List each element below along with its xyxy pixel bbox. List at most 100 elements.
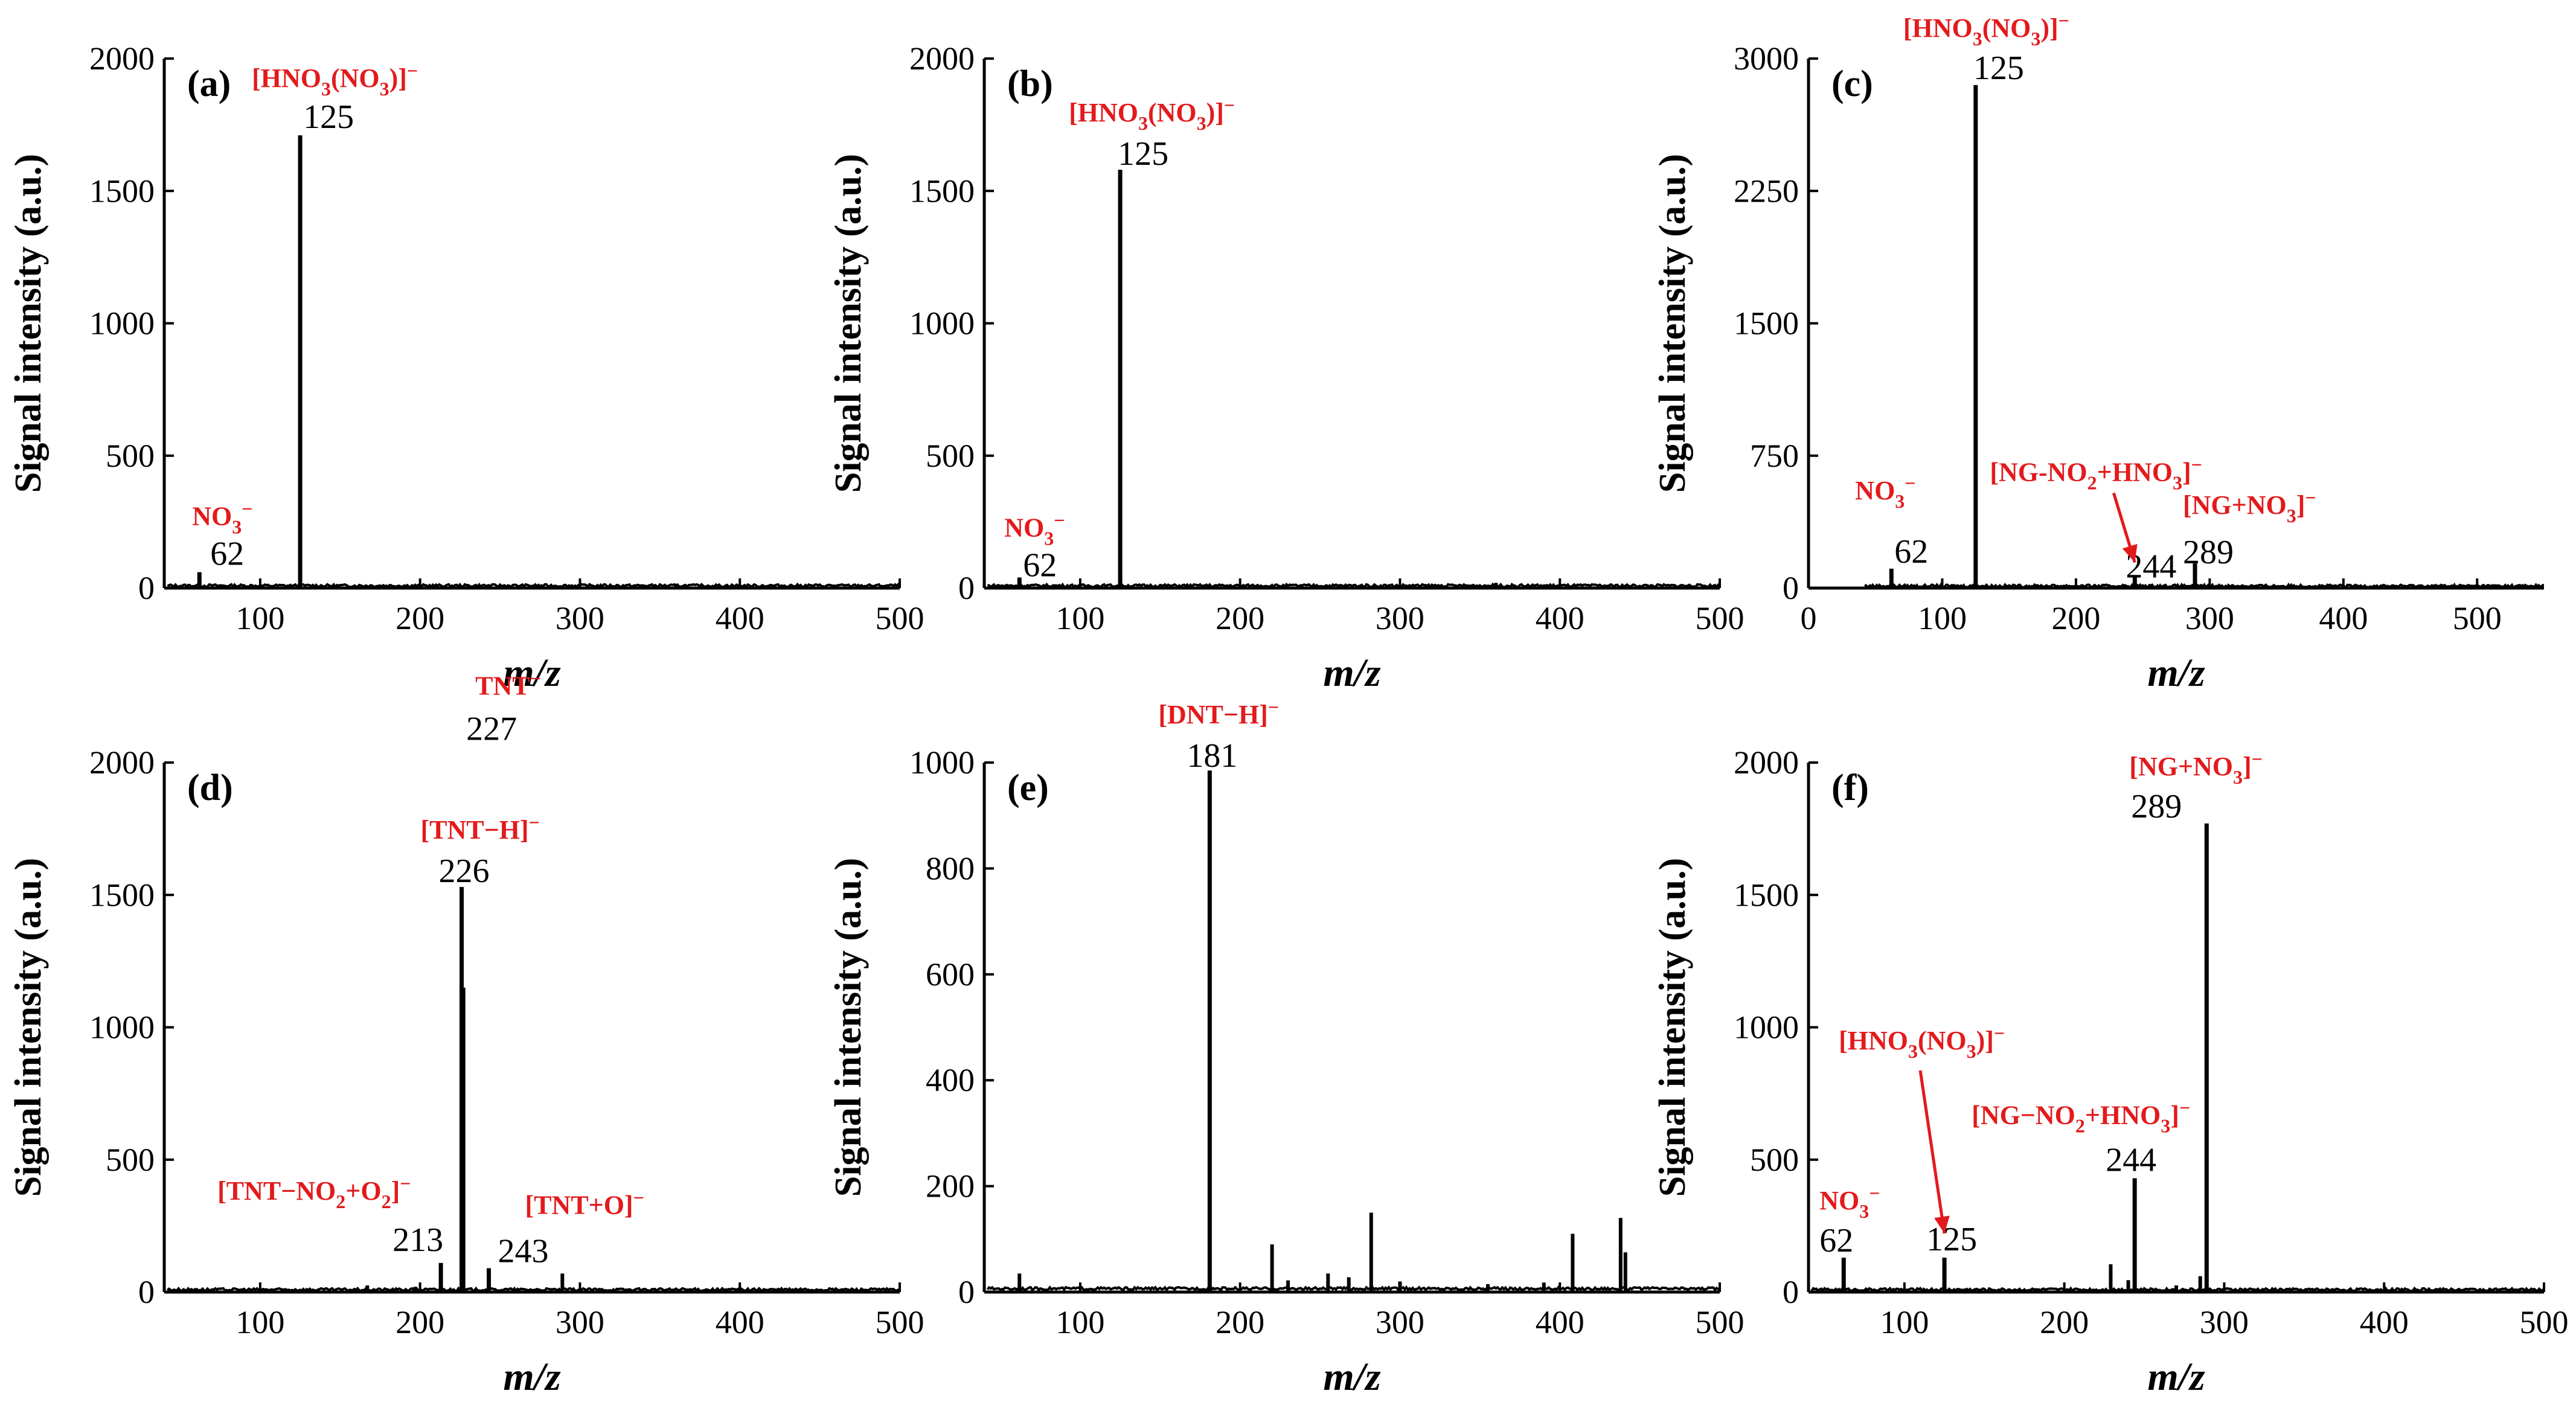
x-tick-label: 400 [716, 600, 764, 636]
x-tick-label: 200 [396, 600, 444, 636]
panel-label: (b) [1007, 63, 1053, 104]
spectrum-baseline [987, 582, 1721, 589]
y-tick-label: 1500 [1734, 306, 1799, 342]
peak-mz-label: 226 [438, 853, 489, 890]
x-tick-label: 100 [235, 600, 284, 636]
chart-panel-a: 0 500 1000 1500 2000 100 200 300 400 500 Signal in… [8, 40, 924, 695]
chart-panel-d: 0 500 1000 1500 2000 100 200 300 400 500 Signal in… [8, 668, 924, 1399]
x-tick-label: 500 [2453, 600, 2502, 636]
peak-mz-label: 125 [1973, 50, 2024, 87]
chart-panel-f: 0 500 1000 1500 2000 100 200 300 400 500 Signal in… [1652, 744, 2569, 1399]
y-tick-label: 3000 [1734, 40, 1799, 77]
y-tick-label: 2000 [89, 744, 155, 781]
peak-ion-label: [HNO3(NO3)]− [252, 60, 418, 100]
x-tick-label: 400 [1536, 1304, 1584, 1340]
peak-ion-label: NO3− [1855, 472, 1915, 512]
x-tick-label: 400 [2360, 1304, 2409, 1340]
y-axis-title: Signal intensity (a.u.) [1652, 154, 1693, 493]
y-axis-title: Signal intensity (a.u.) [1652, 858, 1693, 1197]
peak-mz-label: 244 [2106, 1141, 2156, 1179]
y-axis-title: Signal intensity (a.u.) [828, 858, 869, 1197]
x-tick-label: 500 [1696, 600, 1745, 636]
peak-mz-label: 62 [1023, 546, 1057, 584]
panel-label: (c) [1831, 63, 1873, 104]
x-tick-label: 400 [1536, 600, 1584, 636]
x-tick-label: 500 [876, 1304, 924, 1340]
peak-ion-label: [NG+NO3]− [2129, 748, 2263, 788]
y-axis-title: Signal intensity (a.u.) [8, 858, 49, 1197]
y-tick-label: 1000 [1734, 1009, 1799, 1046]
peak-mz-label: 243 [498, 1233, 549, 1270]
y-tick-label: 0 [958, 570, 975, 606]
x-axis-title: m/z [2147, 1355, 2205, 1399]
chart-panel-c: 0 750 1500 2250 3000 0 100 200 300 400 500 Signal i… [1652, 10, 2544, 695]
x-tick-label: 400 [2319, 600, 2368, 636]
x-tick-label: 500 [876, 600, 924, 636]
y-tick-label: 1000 [89, 1009, 155, 1046]
x-axis-title: m/z [503, 1355, 561, 1399]
peak-mz-label: 181 [1187, 737, 1237, 775]
x-tick-label: 400 [716, 1304, 764, 1340]
x-tick-label: 100 [1880, 1304, 1929, 1340]
x-tick-label: 500 [2520, 1304, 2569, 1340]
x-axis-title: m/z [1323, 651, 1381, 695]
x-tick-label: 200 [396, 1304, 444, 1340]
panel-label: (a) [187, 63, 231, 104]
y-tick-label: 600 [926, 956, 975, 993]
x-tick-label: 300 [1376, 600, 1424, 636]
y-tick-label: 1500 [1734, 877, 1799, 913]
y-tick-label: 2250 [1734, 173, 1799, 209]
y-tick-label: 200 [926, 1168, 975, 1205]
peak-ion-label: NO3− [1004, 509, 1065, 549]
x-tick-label: 100 [235, 1304, 284, 1340]
chart-panel-e: 0 200 400 600 800 1000 100 200 300 400 500 Signal i… [828, 696, 1745, 1399]
y-tick-label: 2000 [909, 40, 975, 77]
peak-ion-label: [HNO3(NO3)]− [1839, 1022, 2005, 1062]
x-tick-label: 100 [1056, 1304, 1104, 1340]
annotation-arrow-head [2122, 543, 2138, 563]
y-tick-label: 500 [106, 438, 155, 474]
y-tick-label: 1000 [89, 306, 155, 342]
spectrum-baseline [1864, 582, 2544, 590]
peak-mz-label: 125 [1926, 1221, 1977, 1258]
peak-mz-label: 62 [1894, 533, 1928, 571]
x-tick-label: 200 [2051, 600, 2100, 636]
peak-ion-label: [NG+NO3]− [2183, 487, 2316, 526]
y-tick-label: 500 [926, 438, 975, 474]
peak-mz-label: 213 [392, 1221, 443, 1259]
y-tick-label: 0 [1783, 1274, 1799, 1310]
peak-ion-label: NO3− [192, 498, 252, 538]
peak-mz-label: 289 [2131, 788, 2182, 825]
y-tick-label: 500 [1750, 1142, 1799, 1178]
peak-mz-label: 125 [303, 98, 354, 136]
peak-mz-label: 125 [1118, 135, 1168, 173]
y-tick-label: 0 [138, 570, 155, 606]
spectrum-baseline [167, 1286, 900, 1293]
x-tick-label: 200 [1216, 600, 1264, 636]
peak-ion-label: [DNT−H]− [1158, 696, 1279, 729]
peak-ion-label: [NG−NO2+HNO3]− [1972, 1096, 2190, 1136]
x-tick-label: 500 [1696, 1304, 1745, 1340]
peak-mz-label: 62 [210, 536, 244, 573]
x-tick-label: 0 [1801, 600, 1817, 636]
y-tick-label: 500 [106, 1142, 155, 1178]
x-tick-label: 200 [1216, 1304, 1264, 1340]
spectrum-baseline [167, 582, 901, 589]
y-tick-label: 1000 [909, 306, 975, 342]
x-axis-title: m/z [1323, 1355, 1381, 1399]
panel-label: (d) [187, 767, 233, 808]
x-tick-label: 300 [1376, 1304, 1424, 1340]
y-tick-label: 0 [958, 1274, 975, 1310]
peak-mz-label: 62 [1819, 1222, 1853, 1259]
x-tick-label: 300 [2200, 1304, 2249, 1340]
x-tick-label: 300 [556, 1304, 604, 1340]
y-tick-label: 750 [1750, 438, 1799, 474]
x-tick-label: 300 [2185, 600, 2234, 636]
y-tick-label: 400 [926, 1062, 975, 1098]
peak-mz-label: 227 [466, 711, 517, 748]
chart-panel-b: 0 500 1000 1500 2000 100 200 300 400 500 Signal in… [828, 40, 1745, 695]
peak-ion-label: [TNT−NO2+O2]− [217, 1173, 411, 1212]
y-tick-label: 1500 [909, 173, 975, 209]
y-tick-label: 0 [1783, 570, 1799, 606]
